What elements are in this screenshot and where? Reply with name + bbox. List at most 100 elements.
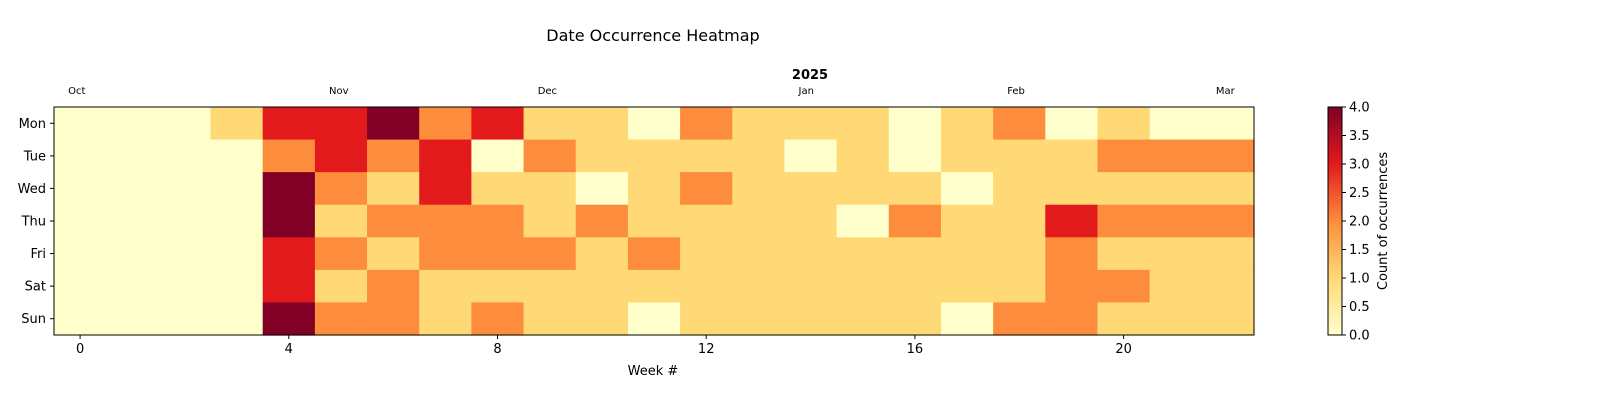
heatmap-cell-tue-week-11 (627, 139, 681, 173)
heatmap-cell-wed-week-15 (836, 172, 890, 206)
colorbar-band (1328, 260, 1342, 265)
colorbar-band (1328, 243, 1342, 248)
heatmap-cell-fri-week-18 (993, 237, 1046, 271)
heatmap-cell-thu-week-13 (732, 204, 786, 238)
heatmap-cell-wed-week-22 (1201, 172, 1255, 206)
heatmap-cell-sat-week-13 (732, 269, 786, 304)
heatmap-cell-sun-week-12 (680, 302, 733, 336)
heatmap-cell-thu-week-3 (210, 204, 264, 238)
heatmap-cell-mon-week-13 (732, 107, 786, 141)
colorbar-band (1328, 175, 1342, 179)
heatmap-cell-wed-week-19 (1045, 172, 1099, 206)
colorbar-band (1328, 221, 1342, 225)
colorbar-band (1328, 115, 1342, 119)
heatmap-cell-sun-week-8 (471, 302, 525, 336)
heatmap-cell-sat-week-4 (262, 269, 316, 304)
heatmap-cell-thu-week-20 (1097, 204, 1151, 238)
colorbar-band (1328, 312, 1342, 316)
colorbar-band (1328, 295, 1342, 299)
heatmap-cell-thu-week-0 (54, 204, 107, 238)
heatmap-cell-mon-week-18 (993, 107, 1046, 141)
heatmap-cell-sun-week-16 (888, 302, 942, 336)
colorbar-band (1328, 283, 1342, 288)
heatmap-cell-fri-week-11 (627, 237, 681, 271)
colorbar-band (1328, 320, 1342, 325)
heatmap-cell-sat-week-19 (1045, 269, 1099, 304)
colorbar-band (1328, 164, 1342, 168)
heatmap-cell-wed-week-3 (210, 172, 264, 206)
colorbar-band (1328, 203, 1342, 208)
heatmap-cell-wed-week-1 (106, 172, 159, 206)
colorbar-tick-label: 2.5 (1349, 186, 1370, 201)
heatmap-cell-tue-week-18 (993, 139, 1046, 173)
heatmap-cell-sun-week-7 (419, 302, 472, 336)
colorbar-band (1328, 118, 1342, 122)
heatmap-cell-tue-week-17 (940, 139, 994, 173)
heatmap-cell-fri-week-13 (732, 237, 786, 271)
heatmap-cell-thu-week-6 (367, 204, 420, 238)
heatmap-cell-sat-week-10 (575, 269, 629, 304)
chart-title: Date Occurrence Heatmap (546, 26, 759, 45)
colorbar-band (1328, 240, 1342, 245)
colorbar-band (1328, 223, 1342, 228)
x-axis-label: Week # (628, 364, 679, 379)
heatmap-cell-sun-week-14 (784, 302, 838, 336)
colorbar-band (1328, 166, 1342, 171)
heatmap-cell-sun-week-6 (367, 302, 420, 336)
y-tick-label-mon: Mon (19, 117, 46, 132)
y-tick-label-sat: Sat (25, 280, 46, 295)
colorbar-band (1328, 329, 1342, 333)
heatmap-cell-sat-week-21 (1149, 269, 1203, 304)
heatmap-cell-tue-week-16 (888, 139, 942, 173)
heatmap-cell-mon-week-15 (836, 107, 890, 141)
heatmap-cell-sun-week-1 (106, 302, 159, 336)
heatmap-cell-wed-week-21 (1149, 172, 1203, 206)
heatmap-cell-mon-week-19 (1045, 107, 1099, 141)
heatmap-cell-wed-week-11 (627, 172, 681, 206)
heatmap-cell-mon-week-3 (210, 107, 264, 141)
heatmap-cell-tue-week-22 (1201, 139, 1255, 173)
heatmap-cell-sun-week-11 (627, 302, 681, 336)
colorbar-tick-label: 2.0 (1349, 215, 1370, 230)
heatmap-cell-thu-week-17 (940, 204, 994, 238)
heatmap-cell-tue-week-3 (210, 139, 264, 173)
heatmap-cell-tue-week-19 (1045, 139, 1099, 173)
colorbar-band (1328, 272, 1342, 276)
colorbar-band (1328, 286, 1342, 290)
heatmap-cell-thu-week-12 (680, 204, 733, 238)
heatmap-cell-thu-week-2 (158, 204, 212, 238)
heatmap-cell-wed-week-6 (367, 172, 420, 206)
heatmap-cell-wed-week-20 (1097, 172, 1151, 206)
heatmap-cell-wed-week-5 (314, 172, 368, 206)
colorbar-band (1328, 124, 1342, 128)
colorbar-band (1328, 263, 1342, 268)
colorbar-band (1328, 155, 1342, 159)
month-label-jan: Jan (798, 86, 814, 97)
x-tick-label-0: 0 (76, 342, 84, 357)
colorbar-band (1328, 109, 1342, 114)
colorbar-band (1328, 146, 1342, 151)
heatmap-cell-fri-week-5 (314, 237, 368, 271)
heatmap-cell-sun-week-0 (54, 302, 107, 336)
colorbar-band (1328, 249, 1342, 253)
colorbar-band (1328, 292, 1342, 296)
heatmap-cell-thu-week-7 (419, 204, 472, 238)
colorbar-tick-label: 1.5 (1349, 243, 1370, 258)
colorbar-tick-label: 0.5 (1349, 300, 1370, 315)
colorbar-band (1328, 112, 1342, 117)
heatmap-cell-wed-week-12 (680, 172, 733, 206)
colorbar-band (1328, 235, 1342, 239)
heatmap-cell-mon-week-11 (627, 107, 681, 141)
heatmap-cell-tue-week-1 (106, 139, 159, 173)
colorbar-tick-label: 3.5 (1349, 129, 1370, 144)
colorbar-band (1328, 183, 1342, 188)
heatmap-cell-sun-week-9 (523, 302, 577, 336)
heatmap-cell-sat-week-3 (210, 269, 264, 304)
heatmap-cell-thu-week-8 (471, 204, 525, 238)
heatmap-cell-mon-week-20 (1097, 107, 1151, 141)
heatmap-cell-sat-week-12 (680, 269, 733, 304)
colorbar-band (1328, 209, 1342, 213)
y-tick-label-wed: Wed (18, 182, 46, 197)
colorbar-band (1328, 212, 1342, 216)
y-tick-label-tue: Tue (23, 149, 46, 164)
